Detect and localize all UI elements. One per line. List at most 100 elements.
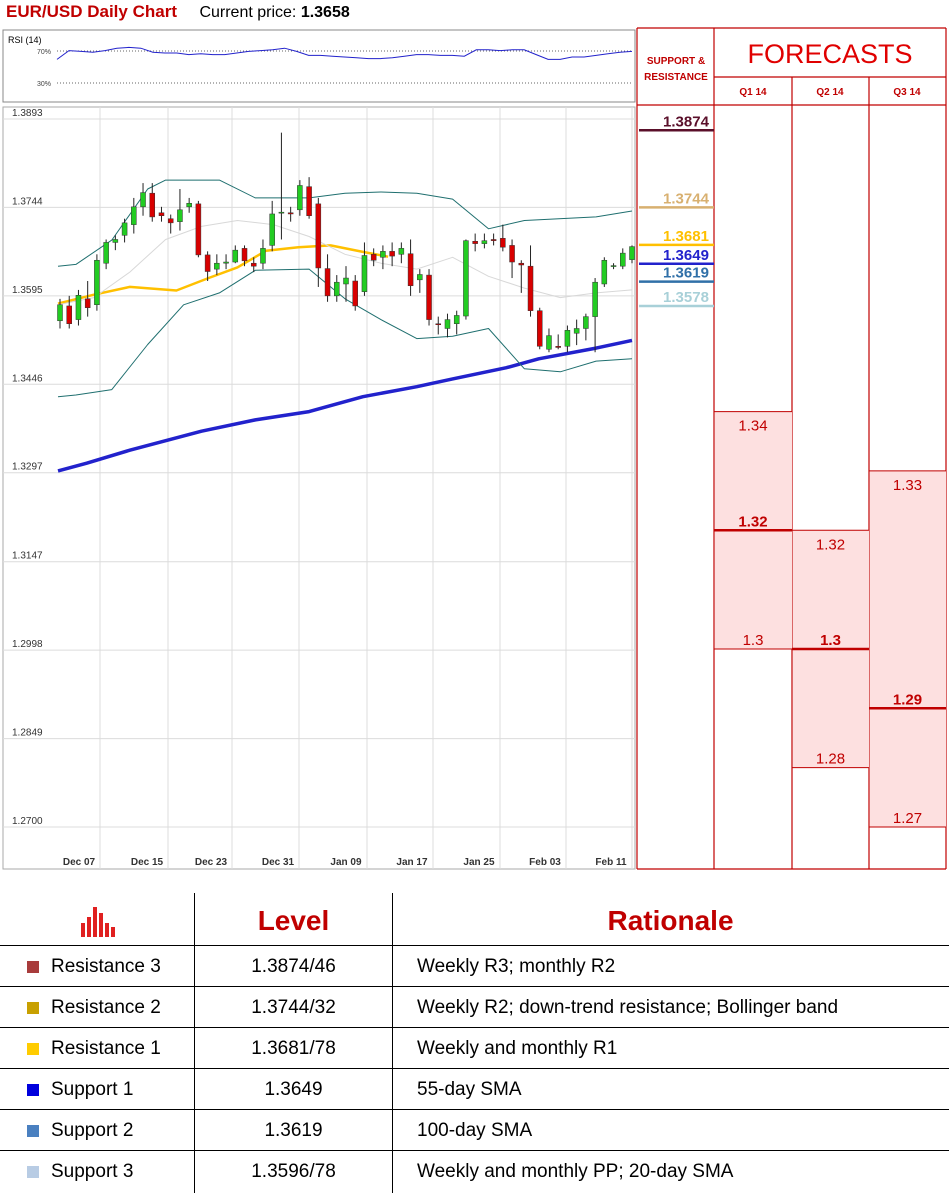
candle: [610, 263, 617, 270]
row-rationale: Weekly R2; down-trend resistance; Bollin…: [417, 997, 839, 1018]
forecast-high-label: 1.33: [893, 477, 922, 494]
candle: [250, 257, 257, 273]
row-rationale: 100-day SMA: [417, 1120, 533, 1141]
current-price-label: Current price:: [199, 4, 297, 21]
sr-level: 1.3578: [639, 289, 714, 308]
y-tick-label: 1.3595: [12, 285, 43, 296]
candle: [315, 197, 322, 287]
sr-level: 1.3649: [639, 247, 714, 266]
forecast-median-label: 1.3: [820, 632, 841, 649]
current-price-value: 1.3658: [300, 4, 350, 21]
overlay-line: [57, 338, 633, 473]
candle: [343, 266, 349, 302]
row-level: 1.3596/78: [251, 1161, 336, 1182]
y-tick-label: 1.3893: [12, 108, 43, 119]
table-row: Resistance 1 1.3681/78 Weekly and monthly …: [0, 1027, 949, 1069]
candle: [214, 254, 220, 276]
rsi-line: [56, 46, 633, 60]
candle: [546, 328, 552, 353]
svg-text:1.3619: 1.3619: [663, 265, 709, 282]
candle: [223, 254, 229, 270]
candle: [564, 325, 571, 353]
candle: [158, 206, 165, 222]
svg-text:1.3578: 1.3578: [663, 289, 709, 306]
row-name: Resistance 2: [27, 987, 195, 1028]
y-tick-label: 1.3446: [12, 373, 43, 384]
overlay-line: [57, 179, 633, 267]
y-tick-label: 1.3297: [12, 462, 43, 473]
table-row: Support 3 1.3596/78 Weekly and monthly PP;…: [0, 1150, 949, 1192]
forecasts-panel: FORECASTS Q1 14 Q2 14 Q3 14 1.341.321.31…: [714, 27, 947, 870]
row-name: Support 1: [27, 1069, 195, 1110]
candle: [94, 254, 100, 311]
forecast-col-q2: Q2 14: [816, 87, 844, 98]
overlay-line: [57, 268, 633, 398]
x-tick-label: Jan 09: [330, 857, 362, 868]
candle: [398, 242, 405, 264]
candle: [241, 245, 248, 267]
candle: [186, 197, 192, 213]
y-tick-label: 1.2998: [12, 639, 43, 650]
table-divider-2: [392, 893, 393, 1193]
candle: [352, 275, 358, 311]
y-tick-label: 1.3147: [12, 551, 43, 562]
row-name-text: Support 2: [51, 1120, 134, 1141]
x-tick-label: Jan 17: [396, 857, 428, 868]
forecast-col-q3: Q3 14: [893, 87, 921, 98]
candle: [407, 239, 414, 296]
candle: [167, 214, 174, 234]
x-tick-label: Dec 31: [262, 857, 295, 868]
candle: [131, 197, 137, 234]
forecast-range: 1.32 1.3 1.28: [792, 529, 869, 769]
candle: [57, 298, 63, 329]
candle: [601, 257, 608, 287]
x-tick-label: Dec 15: [131, 857, 164, 868]
row-level: 1.3649: [264, 1079, 323, 1100]
sr-level: 1.3681: [639, 228, 714, 247]
y-tick-label: 1.2700: [12, 816, 43, 827]
table-row: Support 2 1.3619 100-day SMA: [0, 1109, 949, 1151]
level-header: Level: [257, 905, 330, 936]
x-tick-label: Feb 11: [595, 857, 627, 868]
row-name-text: Support 3: [51, 1161, 134, 1182]
sr-level: 1.3619: [639, 265, 714, 283]
row-name-text: Resistance 1: [51, 1038, 161, 1059]
rsi-tick-30: 30%: [37, 81, 51, 88]
price-panel: 1.3893 1.3744 1.3595 1.3446 1.3297 1.3147 1.29…: [2, 106, 636, 870]
row-name: Support 3: [27, 1151, 195, 1192]
x-tick-label: Dec 23: [195, 857, 228, 868]
row-swatch: [27, 1084, 39, 1096]
table-row: Resistance 3 1.3874/46 Weekly R3; monthly …: [0, 945, 949, 987]
row-level: 1.3619: [264, 1120, 323, 1141]
candle: [472, 233, 478, 252]
row-name-text: Resistance 3: [51, 956, 161, 977]
forecast-low-label: 1.3: [743, 632, 764, 649]
row-swatch: [27, 961, 39, 973]
forecasts-title: FORECASTS: [747, 39, 912, 69]
sr-level: 1.3744: [639, 190, 714, 209]
x-tick-label: Dec 07: [63, 857, 96, 868]
candle: [75, 289, 82, 326]
candle: [66, 295, 72, 329]
candle: [453, 310, 460, 335]
overlay-line: [57, 244, 389, 305]
candle: [592, 278, 598, 353]
svg-text:1.3649: 1.3649: [663, 247, 709, 264]
sr-title-line1: SUPPORT &: [647, 56, 705, 67]
svg-text:1.3681: 1.3681: [663, 228, 709, 245]
candle: [269, 200, 275, 252]
candle: [500, 224, 506, 252]
svg-text:1.3744: 1.3744: [663, 190, 710, 207]
forecast-range: 1.33 1.29 1.27: [869, 470, 946, 828]
row-swatch: [27, 1125, 39, 1137]
row-swatch: [27, 1002, 39, 1014]
candle: [84, 281, 91, 317]
candle: [149, 183, 156, 222]
overlay-line: [57, 220, 633, 306]
candle: [204, 251, 211, 282]
forecast-high-label: 1.32: [816, 536, 845, 553]
row-level: 1.3744/32: [251, 997, 336, 1018]
row-name: Support 2: [27, 1110, 195, 1151]
sr-level: 1.3874: [639, 113, 714, 132]
rsi-title: RSI (14): [8, 35, 42, 45]
